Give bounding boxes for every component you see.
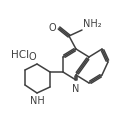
Text: HCl: HCl [11, 50, 29, 60]
Text: O: O [28, 52, 36, 62]
Text: O: O [48, 23, 56, 33]
Text: NH: NH [30, 96, 44, 106]
Text: N: N [72, 84, 80, 94]
Text: NH₂: NH₂ [83, 19, 102, 29]
